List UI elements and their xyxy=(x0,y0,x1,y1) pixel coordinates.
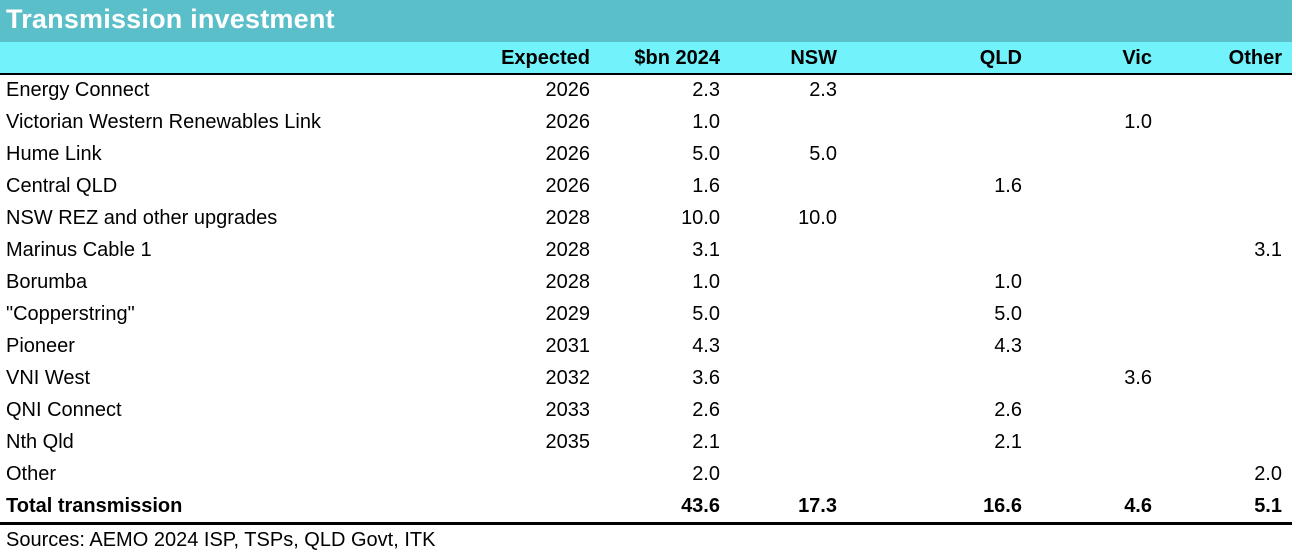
cell-bn: 2.1 xyxy=(692,431,720,453)
total-qld: 16.6 xyxy=(983,495,1022,517)
table-row: "Copperstring" 2029 5.0 5.0 xyxy=(0,298,1292,330)
cell-bn: 2.6 xyxy=(692,399,720,421)
cell-other: 2.0 xyxy=(1254,463,1282,485)
cell-name: Pioneer xyxy=(6,335,75,357)
cell-qld: 2.6 xyxy=(994,399,1022,421)
header-bn-2024: $bn 2024 xyxy=(634,47,720,69)
cell-name: Energy Connect xyxy=(6,79,150,101)
cell-expected: 2033 xyxy=(545,399,591,421)
cell-expected: 2032 xyxy=(545,367,591,389)
cell-expected: 2035 xyxy=(545,431,591,453)
cell-bn: 3.1 xyxy=(692,239,720,261)
cell-expected: 2031 xyxy=(545,335,591,357)
cell-name: Central QLD xyxy=(6,175,118,197)
cell-bn: 2.3 xyxy=(692,79,720,101)
cell-name: Other xyxy=(6,463,57,485)
cell-bn: 1.6 xyxy=(692,175,720,197)
cell-expected: 2026 xyxy=(545,175,591,197)
table-row: Victorian Western Renewables Link 2026 1.0… xyxy=(0,106,1292,138)
cell-name: Marinus Cable 1 xyxy=(6,239,152,261)
table-row: QNI Connect 2033 2.6 2.6 xyxy=(0,394,1292,426)
cell-bn: 3.6 xyxy=(692,367,720,389)
cell-bn: 1.0 xyxy=(692,111,720,133)
cell-expected: 2026 xyxy=(545,79,591,101)
cell-nsw: 10.0 xyxy=(798,207,837,229)
total-vic: 4.6 xyxy=(1124,495,1152,517)
table-row: Nth Qld 2035 2.1 2.1 xyxy=(0,426,1292,458)
header-qld: QLD xyxy=(979,47,1022,69)
title-bar: Transmission investment xyxy=(0,0,1292,43)
table-row: Other 2.0 2.0 xyxy=(0,458,1292,490)
total-nsw: 17.3 xyxy=(798,495,837,517)
cell-qld: 1.0 xyxy=(994,271,1022,293)
cell-expected: 2029 xyxy=(545,303,591,325)
total-other: 5.1 xyxy=(1254,495,1282,517)
cell-expected: 2026 xyxy=(545,111,591,133)
header-vic: Vic xyxy=(1122,47,1152,69)
header-row: Expected $bn 2024 NSW QLD Vic Other xyxy=(0,42,1292,75)
cell-bn: 10.0 xyxy=(681,207,720,229)
total-label: Total transmission xyxy=(6,495,183,517)
cell-name: NSW REZ and other upgrades xyxy=(6,207,278,229)
cell-bn: 5.0 xyxy=(692,303,720,325)
cell-name: "Copperstring" xyxy=(6,303,135,325)
cell-qld: 4.3 xyxy=(994,335,1022,357)
table-title: Transmission investment xyxy=(6,4,335,34)
table-row: Central QLD 2026 1.6 1.6 xyxy=(0,170,1292,202)
cell-other: 3.1 xyxy=(1254,239,1282,261)
header-nsw: NSW xyxy=(790,47,837,69)
cell-qld: 2.1 xyxy=(994,431,1022,453)
cell-name: Hume Link xyxy=(6,143,102,165)
header-expected: Expected xyxy=(501,47,590,69)
cell-name: Borumba xyxy=(6,271,88,293)
cell-name: VNI West xyxy=(6,367,91,389)
cell-bn: 4.3 xyxy=(692,335,720,357)
cell-expected: 2028 xyxy=(545,207,591,229)
cell-name: Nth Qld xyxy=(6,431,74,453)
total-row: Total transmission 43.6 17.3 16.6 4.6 5.… xyxy=(0,490,1292,525)
cell-bn: 5.0 xyxy=(692,143,720,165)
table-row: Energy Connect 2026 2.3 2.3 xyxy=(0,74,1292,106)
table-row: NSW REZ and other upgrades 2028 10.0 10.0 xyxy=(0,202,1292,234)
total-bn: 43.6 xyxy=(681,495,720,517)
cell-nsw: 5.0 xyxy=(809,143,837,165)
table-row: Marinus Cable 1 2028 3.1 3.1 xyxy=(0,234,1292,266)
cell-nsw: 2.3 xyxy=(809,79,837,101)
header-other: Other xyxy=(1228,47,1282,69)
cell-qld: 1.6 xyxy=(994,175,1022,197)
cell-name: Victorian Western Renewables Link xyxy=(6,111,321,133)
cell-bn: 1.0 xyxy=(692,271,720,293)
cell-expected: 2028 xyxy=(545,239,591,261)
table-row: Borumba 2028 1.0 1.0 xyxy=(0,266,1292,298)
table-row: VNI West 2032 3.6 3.6 xyxy=(0,362,1292,394)
table-row: Pioneer 2031 4.3 4.3 xyxy=(0,330,1292,362)
cell-vic: 1.0 xyxy=(1124,111,1152,133)
source-note: Sources: AEMO 2024 ISP, TSPs, QLD Govt, … xyxy=(6,529,436,551)
cell-expected: 2028 xyxy=(545,271,591,293)
cell-bn: 2.0 xyxy=(692,463,720,485)
cell-name: QNI Connect xyxy=(6,399,122,421)
cell-expected: 2026 xyxy=(545,143,591,165)
table-body: Energy Connect 2026 2.3 2.3 Victorian Wester… xyxy=(0,74,1292,490)
cell-qld: 5.0 xyxy=(994,303,1022,325)
cell-vic: 3.6 xyxy=(1124,367,1152,389)
table-row: Hume Link 2026 5.0 5.0 xyxy=(0,138,1292,170)
